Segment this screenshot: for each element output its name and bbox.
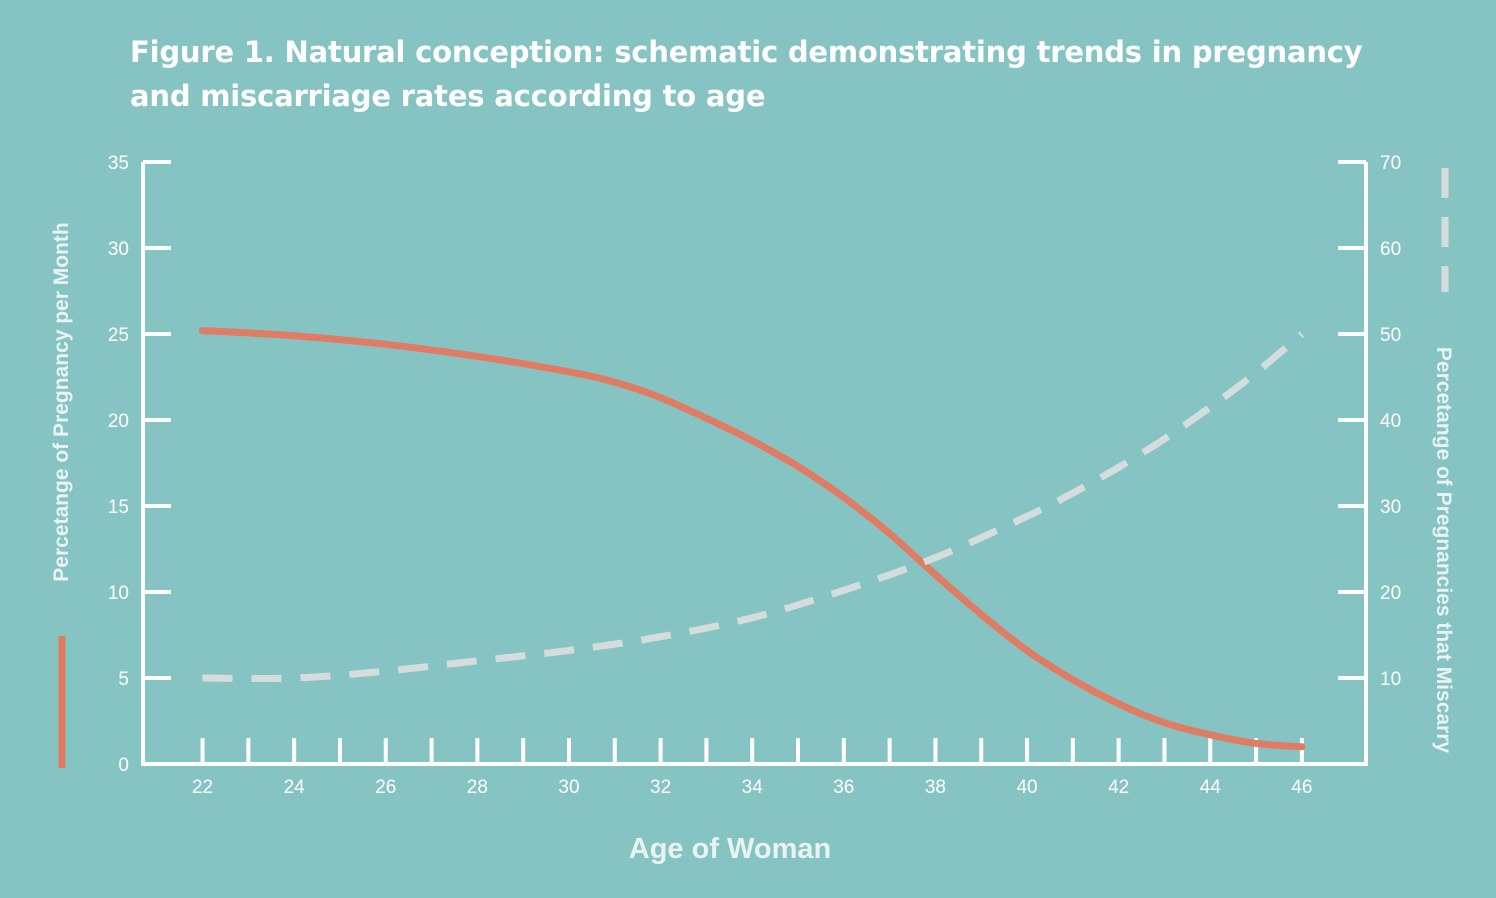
x-tick-label: 32 <box>650 777 671 798</box>
x-tick-label: 42 <box>1108 777 1129 798</box>
x-tick-label: 44 <box>1200 777 1222 798</box>
x-tick-label: 28 <box>467 777 488 798</box>
left-y-tick-label: 5 <box>118 669 129 690</box>
figure-title: Figure 1. Natural conception: schematic … <box>130 35 1363 113</box>
x-tick-label: 24 <box>284 777 306 798</box>
x-tick-label: 30 <box>558 777 579 798</box>
labels-layer: 0 5 10 15 20 25 30 35 10 20 30 40 50 60 70 22 24 26 28 30 32… <box>50 153 1455 865</box>
ticks-layer <box>141 160 1368 766</box>
x-tick-label: 34 <box>742 777 764 798</box>
left-y-tick-label: 30 <box>108 239 129 260</box>
left-y-tick-label: 10 <box>108 583 129 604</box>
left-y-tick-label: 35 <box>108 153 129 174</box>
x-tick-label: 40 <box>1016 777 1037 798</box>
x-axis-title: Age of Woman <box>629 833 831 865</box>
right-y-tick-label: 10 <box>1380 669 1401 690</box>
right-y-tick-label: 30 <box>1380 497 1401 518</box>
lines-layer <box>58 168 1449 768</box>
right-y-tick-label: 60 <box>1380 239 1401 260</box>
left-y-tick-label: 15 <box>108 497 129 518</box>
right-y-tick-label: 70 <box>1380 153 1401 174</box>
miscarriage-rate-line <box>202 331 1305 682</box>
x-tick-label: 22 <box>192 777 213 798</box>
pregnancy-rate-line <box>199 327 1306 751</box>
left-y-tick-label: 25 <box>108 325 129 346</box>
right-y-tick-label: 50 <box>1380 325 1401 346</box>
x-tick-label: 26 <box>375 777 396 798</box>
x-tick-label: 46 <box>1291 777 1312 798</box>
x-tick-label: 38 <box>925 777 946 798</box>
left-y-axis-title: Percetange of Pregnancy per Month <box>50 222 73 581</box>
left-y-tick-label: 0 <box>118 755 129 776</box>
right-y-tick-label: 40 <box>1380 411 1401 432</box>
x-tick-label: 36 <box>833 777 854 798</box>
left-y-tick-label: 20 <box>108 411 129 432</box>
right-y-axis-title: Percetange of Pregnancies that Miscarry <box>1432 347 1455 753</box>
right-y-tick-label: 20 <box>1380 583 1401 604</box>
